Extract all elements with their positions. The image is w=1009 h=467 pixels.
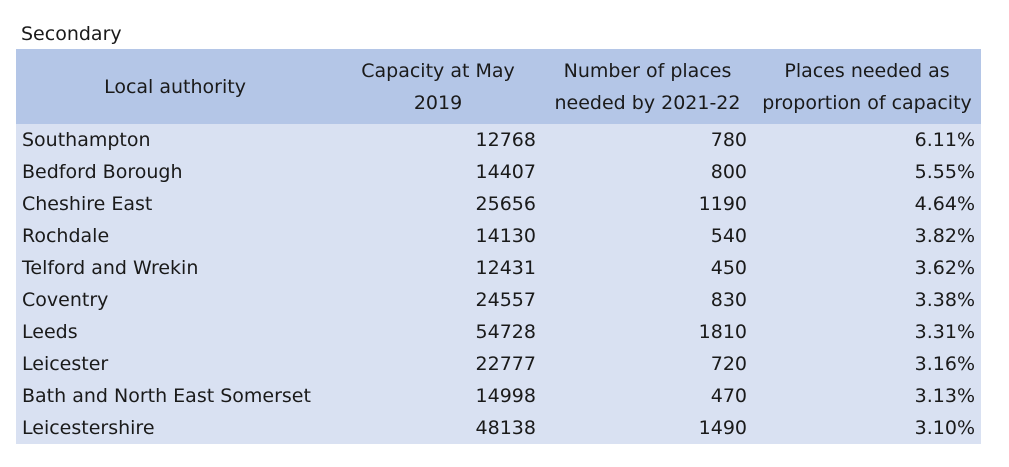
header-places-needed-line-1: Number of places xyxy=(563,59,732,82)
table-row: Coventry 24557 830 3.38% xyxy=(16,284,981,316)
cell-places-needed: 830 xyxy=(542,284,753,316)
header-places-needed-line-2: needed by 2021-22 xyxy=(554,91,741,114)
header-capacity-line-1: Capacity at May xyxy=(361,59,515,82)
header-capacity-line-2: 2019 xyxy=(413,91,463,114)
table-row: Leeds 54728 1810 3.31% xyxy=(16,316,981,348)
table-row: Telford and Wrekin 12431 450 3.62% xyxy=(16,252,981,284)
cell-places-needed: 780 xyxy=(542,124,753,156)
cell-capacity: 12431 xyxy=(334,252,542,284)
cell-proportion: 3.82% xyxy=(753,220,981,252)
header-row: Local authority Capacity at May 2019 Num… xyxy=(16,49,981,124)
cell-capacity: 14130 xyxy=(334,220,542,252)
table-row: Cheshire East 25656 1190 4.64% xyxy=(16,188,981,220)
cell-proportion: 3.31% xyxy=(753,316,981,348)
cell-proportion: 3.10% xyxy=(753,412,981,444)
cell-local-authority: Bath and North East Somerset xyxy=(16,380,334,412)
cell-local-authority: Southampton xyxy=(16,124,334,156)
table-row: Leicester 22777 720 3.16% xyxy=(16,348,981,380)
table-row: Leicestershire 48138 1490 3.10% xyxy=(16,412,981,444)
cell-proportion: 3.16% xyxy=(753,348,981,380)
table-row: Bedford Borough 14407 800 5.55% xyxy=(16,156,981,188)
header-proportion: Places needed as proportion of capacity xyxy=(753,49,981,124)
cell-places-needed: 1190 xyxy=(542,188,753,220)
cell-proportion: 3.13% xyxy=(753,380,981,412)
cell-capacity: 48138 xyxy=(334,412,542,444)
cell-places-needed: 470 xyxy=(542,380,753,412)
table-row: Southampton 12768 780 6.11% xyxy=(16,124,981,156)
header-proportion-line-2: proportion of capacity xyxy=(762,91,972,114)
cell-local-authority: Leeds xyxy=(16,316,334,348)
cell-capacity: 24557 xyxy=(334,284,542,316)
cell-capacity: 54728 xyxy=(334,316,542,348)
cell-local-authority: Leicester xyxy=(16,348,334,380)
header-places-needed: Number of places needed by 2021-22 xyxy=(542,49,753,124)
cell-places-needed: 540 xyxy=(542,220,753,252)
cell-local-authority: Bedford Borough xyxy=(16,156,334,188)
cell-places-needed: 800 xyxy=(542,156,753,188)
cell-local-authority: Coventry xyxy=(16,284,334,316)
table-caption: Secondary xyxy=(21,23,122,45)
header-proportion-line-1: Places needed as xyxy=(784,59,950,82)
cell-local-authority: Telford and Wrekin xyxy=(16,252,334,284)
cell-local-authority: Rochdale xyxy=(16,220,334,252)
header-local-authority: Local authority xyxy=(16,49,334,124)
cell-places-needed: 720 xyxy=(542,348,753,380)
cell-proportion: 3.38% xyxy=(753,284,981,316)
cell-capacity: 12768 xyxy=(334,124,542,156)
header-capacity: Capacity at May 2019 xyxy=(334,49,542,124)
cell-places-needed: 1810 xyxy=(542,316,753,348)
header-local-authority-text: Local authority xyxy=(104,75,246,98)
cell-local-authority: Cheshire East xyxy=(16,188,334,220)
cell-proportion: 5.55% xyxy=(753,156,981,188)
cell-capacity: 22777 xyxy=(334,348,542,380)
cell-places-needed: 1490 xyxy=(542,412,753,444)
table-row: Rochdale 14130 540 3.82% xyxy=(16,220,981,252)
table-row: Bath and North East Somerset 14998 470 3… xyxy=(16,380,981,412)
cell-proportion: 6.11% xyxy=(753,124,981,156)
cell-places-needed: 450 xyxy=(542,252,753,284)
cell-proportion: 4.64% xyxy=(753,188,981,220)
cell-capacity: 14407 xyxy=(334,156,542,188)
cell-capacity: 25656 xyxy=(334,188,542,220)
cell-capacity: 14998 xyxy=(334,380,542,412)
cell-local-authority: Leicestershire xyxy=(16,412,334,444)
secondary-places-table: Local authority Capacity at May 2019 Num… xyxy=(16,49,981,444)
cell-proportion: 3.62% xyxy=(753,252,981,284)
